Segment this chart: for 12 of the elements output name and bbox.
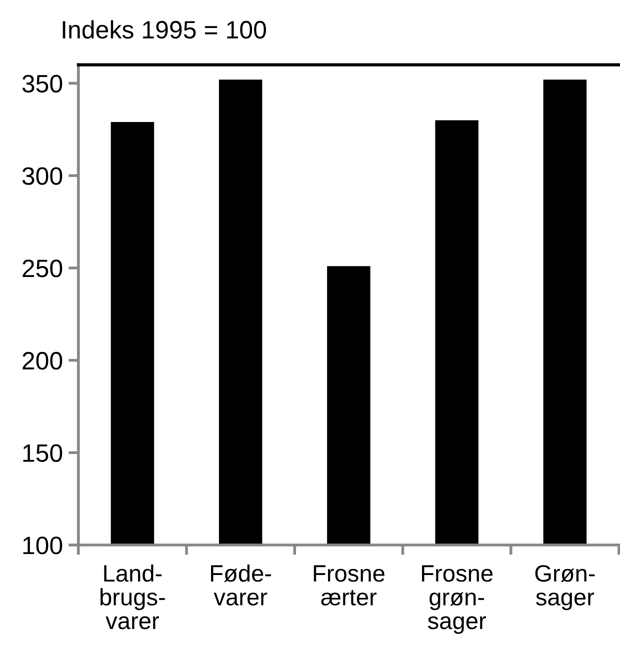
x-tick-label: Føde- varer: [211, 564, 272, 606]
x-tick-label: Frosne ærter: [314, 565, 384, 606]
y-tick-label: 200: [22, 352, 62, 370]
x-tick-label: Grøn- sager: [535, 565, 595, 610]
y-tick-label: 100: [23, 536, 62, 554]
y-tick-label: 350: [22, 74, 62, 93]
y-tick-label: 300: [22, 167, 62, 185]
y-axis-title: Indeks 1995 = 100: [62, 20, 266, 39]
x-tick-label: Frosne grøn- sager: [422, 565, 493, 634]
y-tick-label: 150: [23, 444, 62, 462]
y-tick-label: 250: [22, 260, 62, 278]
x-tick-label: Land- brugs- varer: [100, 564, 165, 630]
